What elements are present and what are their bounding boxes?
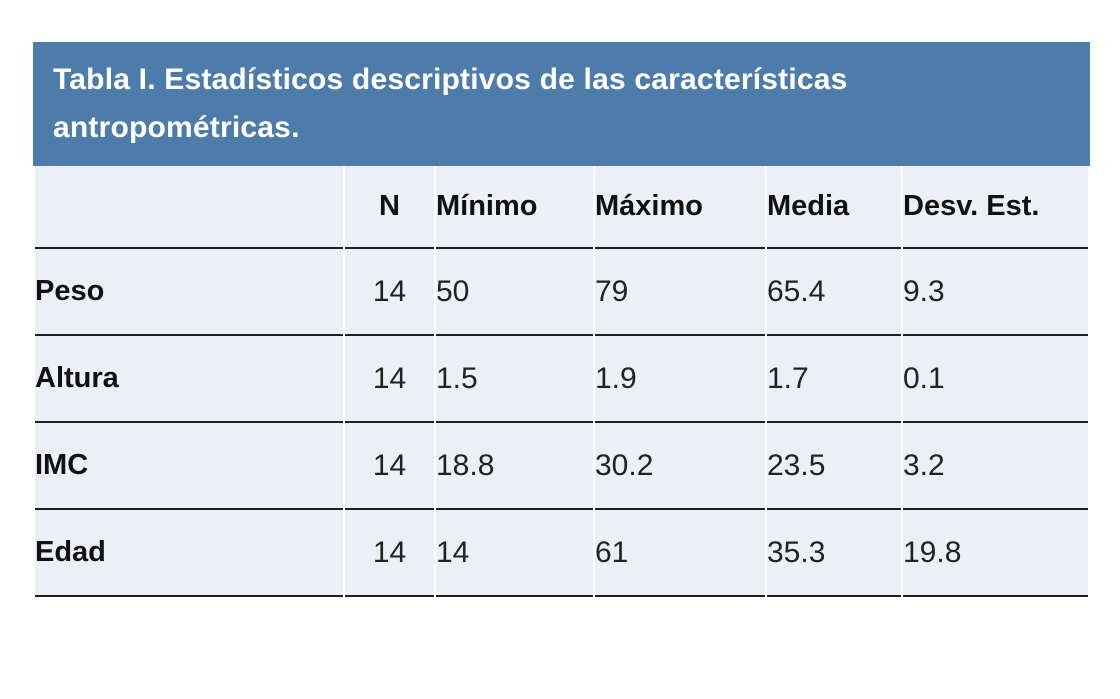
cell-peso-desv-est: 9.3 (903, 249, 1088, 336)
cell-altura-media: 1.7 (767, 336, 901, 423)
column-header-n: N (345, 166, 434, 249)
cell-imc-maximo: 30.2 (595, 423, 765, 510)
cell-peso-minimo: 50 (436, 249, 593, 336)
cell-edad-n: 14 (345, 510, 434, 597)
table-title: Tabla I. Estadísticos descriptivos de la… (53, 63, 848, 144)
table-header-row: N Mínimo Máximo Media Desv. Est. (35, 166, 1088, 249)
cell-edad-minimo: 14 (436, 510, 593, 597)
cell-altura-desv-est: 0.1 (903, 336, 1088, 423)
cell-peso-n: 14 (345, 249, 434, 336)
cell-imc-media: 23.5 (767, 423, 901, 510)
cell-imc-desv-est: 3.2 (903, 423, 1088, 510)
cell-edad-desv-est: 19.8 (903, 510, 1088, 597)
cell-edad-maximo: 61 (595, 510, 765, 597)
cell-peso-media: 65.4 (767, 249, 901, 336)
cell-edad-media: 35.3 (767, 510, 901, 597)
cell-altura-maximo: 1.9 (595, 336, 765, 423)
table-row-peso: Peso 14 50 79 65.4 9.3 (35, 249, 1088, 336)
column-header-maximo: Máximo (595, 166, 765, 249)
column-header-minimo: Mínimo (436, 166, 593, 249)
table-title-bar: Tabla I. Estadísticos descriptivos de la… (33, 42, 1090, 166)
column-header-media: Media (767, 166, 901, 249)
column-header-desv-est: Desv. Est. (903, 166, 1088, 249)
cell-imc-n: 14 (345, 423, 434, 510)
table-row-altura: Altura 14 1.5 1.9 1.7 0.1 (35, 336, 1088, 423)
table-figure: Tabla I. Estadísticos descriptivos de la… (33, 42, 1090, 597)
cell-altura-minimo: 1.5 (436, 336, 593, 423)
row-label-peso: Peso (35, 249, 343, 336)
row-label-edad: Edad (35, 510, 343, 597)
cell-altura-n: 14 (345, 336, 434, 423)
row-label-imc: IMC (35, 423, 343, 510)
column-header-empty (35, 166, 343, 249)
statistics-table: N Mínimo Máximo Media Desv. Est. Peso 14… (33, 166, 1090, 597)
cell-peso-maximo: 79 (595, 249, 765, 336)
table-row-edad: Edad 14 14 61 35.3 19.8 (35, 510, 1088, 597)
row-label-altura: Altura (35, 336, 343, 423)
cell-imc-minimo: 18.8 (436, 423, 593, 510)
table-row-imc: IMC 14 18.8 30.2 23.5 3.2 (35, 423, 1088, 510)
